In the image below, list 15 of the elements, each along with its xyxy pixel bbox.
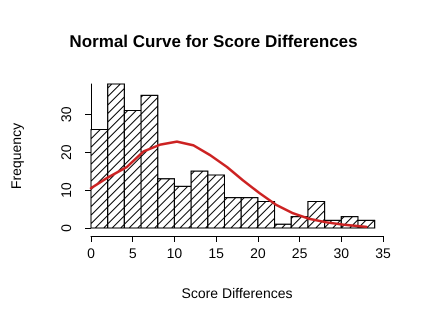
- x-tick-label: 20: [250, 245, 266, 261]
- y-tick-label: 30: [58, 106, 74, 122]
- x-tick-label: 10: [166, 245, 182, 261]
- y-tick-label: 20: [58, 144, 74, 160]
- y-tick-label: 0: [58, 224, 74, 232]
- x-tick-label: 15: [208, 245, 224, 261]
- x-tick-label: 30: [333, 245, 350, 261]
- y-axis-title: Frequency: [8, 122, 24, 190]
- x-tick-label: 35: [375, 245, 391, 261]
- x-tick-label: 5: [128, 245, 137, 261]
- x-tick-label: 25: [292, 245, 308, 261]
- x-axis-title: Score Differences: [181, 285, 293, 301]
- x-tick-label: 0: [87, 245, 96, 261]
- chart-title: Normal Curve for Score Differences: [69, 32, 358, 51]
- y-tick-label: 10: [58, 182, 74, 198]
